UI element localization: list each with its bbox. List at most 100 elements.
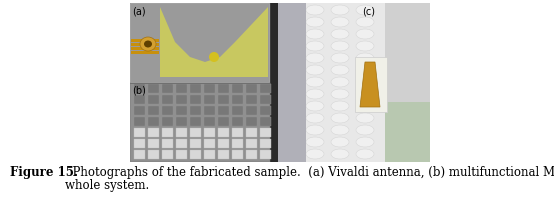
Ellipse shape [356, 125, 374, 135]
Bar [260, 128, 271, 137]
Bar [176, 84, 187, 93]
Bar [162, 150, 173, 159]
Text: Figure 15.: Figure 15. [11, 166, 79, 179]
Bar [260, 84, 271, 93]
Bar [355, 57, 387, 112]
Bar [204, 139, 215, 148]
Ellipse shape [356, 89, 374, 99]
Bar [218, 84, 229, 93]
Ellipse shape [331, 77, 349, 87]
Ellipse shape [331, 5, 349, 15]
Bar [148, 106, 159, 115]
Bar [131, 51, 159, 54]
Bar [131, 39, 159, 42]
Ellipse shape [331, 113, 349, 123]
Ellipse shape [306, 101, 324, 111]
Bar [232, 150, 243, 159]
Bar [176, 106, 187, 115]
Bar [130, 3, 270, 83]
Bar [246, 128, 257, 137]
Bar [190, 95, 201, 104]
Bar [232, 128, 243, 137]
Bar [260, 150, 271, 159]
Bar [218, 128, 229, 137]
Bar [260, 117, 271, 126]
Bar [130, 83, 270, 162]
Bar [134, 106, 145, 115]
Ellipse shape [306, 29, 324, 39]
Bar [218, 150, 229, 159]
Bar [246, 150, 257, 159]
Ellipse shape [306, 41, 324, 51]
Ellipse shape [356, 137, 374, 147]
Ellipse shape [306, 17, 324, 27]
Bar [176, 95, 187, 104]
Bar [134, 139, 145, 148]
Circle shape [209, 52, 219, 62]
Bar [232, 84, 243, 93]
Bar [218, 95, 229, 104]
Text: (c): (c) [362, 6, 375, 16]
Bar [204, 117, 215, 126]
Polygon shape [160, 7, 268, 62]
Bar [232, 95, 243, 104]
Bar [148, 117, 159, 126]
Text: whole system.: whole system. [65, 179, 150, 192]
Bar [246, 84, 257, 93]
Bar [162, 106, 173, 115]
Bar [176, 139, 187, 148]
Bar [176, 117, 187, 126]
Ellipse shape [331, 137, 349, 147]
Text: (b): (b) [132, 85, 146, 95]
Bar [260, 95, 271, 104]
Ellipse shape [306, 89, 324, 99]
Bar [246, 117, 257, 126]
Ellipse shape [331, 53, 349, 63]
Bar [134, 150, 145, 159]
Bar [204, 84, 215, 93]
Bar [190, 150, 201, 159]
Bar [260, 106, 271, 115]
Text: (a): (a) [132, 6, 146, 16]
Bar [160, 7, 268, 77]
Ellipse shape [306, 65, 324, 75]
Ellipse shape [331, 41, 349, 51]
Bar [148, 84, 159, 93]
Ellipse shape [356, 17, 374, 27]
Bar [131, 84, 269, 161]
Ellipse shape [356, 113, 374, 123]
Ellipse shape [331, 29, 349, 39]
Polygon shape [360, 62, 380, 107]
Ellipse shape [356, 77, 374, 87]
Bar [204, 150, 215, 159]
Ellipse shape [331, 17, 349, 27]
Bar [176, 150, 187, 159]
Bar [204, 106, 215, 115]
Ellipse shape [331, 65, 349, 75]
Text: Photographs of the fabricated sample.  (a) Vivaldi antenna, (b) multifunctional : Photographs of the fabricated sample. (a… [65, 166, 554, 179]
Bar [218, 117, 229, 126]
Ellipse shape [356, 149, 374, 159]
Ellipse shape [356, 65, 374, 75]
Bar [176, 128, 187, 137]
Bar [162, 117, 173, 126]
Polygon shape [360, 62, 380, 107]
Bar [190, 106, 201, 115]
Bar [275, 3, 430, 162]
Ellipse shape [306, 113, 324, 123]
Bar [162, 128, 173, 137]
Bar [246, 139, 257, 148]
Bar [190, 84, 201, 93]
Ellipse shape [306, 5, 324, 15]
Bar [305, 3, 385, 162]
Bar [204, 128, 215, 137]
Bar [148, 139, 159, 148]
Bar [218, 139, 229, 148]
Bar [131, 43, 159, 46]
Ellipse shape [306, 149, 324, 159]
Bar [134, 84, 145, 93]
Ellipse shape [144, 40, 152, 48]
Bar [134, 117, 145, 126]
Bar [278, 3, 306, 162]
Bar [218, 106, 229, 115]
